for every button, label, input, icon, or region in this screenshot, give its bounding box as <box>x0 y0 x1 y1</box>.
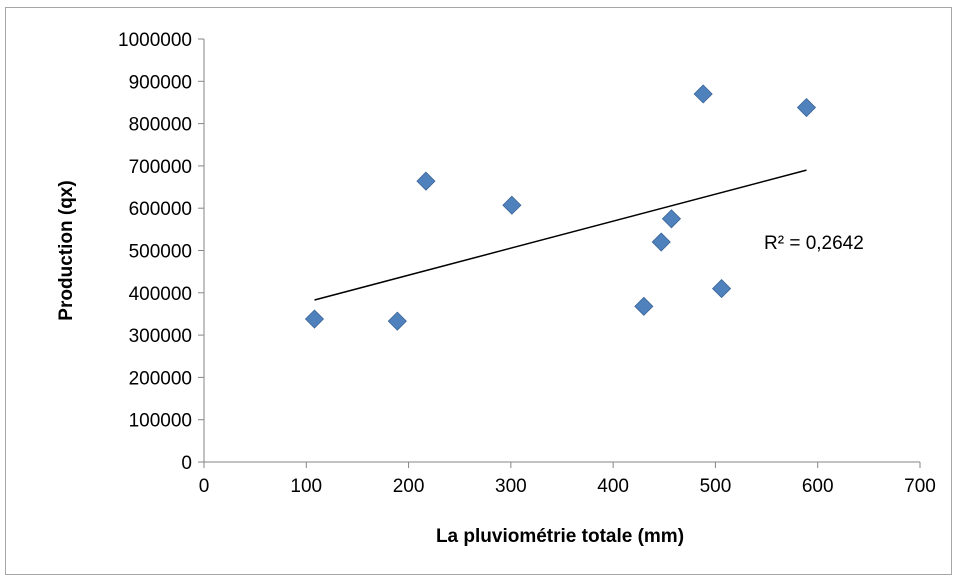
trendline <box>314 169 807 301</box>
x-axis: 0 100 200 300 400 500 600 700 <box>199 461 936 497</box>
data-point <box>693 84 713 104</box>
x-tick-label: 300 <box>495 476 527 497</box>
data-point <box>416 171 436 191</box>
r-squared-label: R² = 0,2642 <box>764 233 864 254</box>
x-tick-label: 0 <box>199 476 210 497</box>
y-axis: 0 100000 200000 300000 400000 500000 600000 700… <box>118 30 205 474</box>
y-tick-label: 700000 <box>129 157 192 178</box>
y-tick-label: 900000 <box>129 72 192 93</box>
chart-frame <box>5 7 952 575</box>
trendline-group <box>314 169 807 301</box>
y-tick-label: 600000 <box>129 199 192 220</box>
x-tick-label: 700 <box>904 476 936 497</box>
x-tick-label: 400 <box>597 476 629 497</box>
y-tick-label: 100000 <box>129 411 192 432</box>
data-point <box>304 309 325 329</box>
y-tick-label: 1000000 <box>118 30 192 51</box>
data-point <box>651 232 671 252</box>
data-point <box>712 279 732 299</box>
x-tick-label: 500 <box>700 476 732 497</box>
y-tick-label: 300000 <box>129 326 192 347</box>
data-point <box>661 209 682 229</box>
data-points <box>304 84 817 331</box>
data-point <box>634 296 654 316</box>
x-tick-label: 100 <box>290 476 322 497</box>
x-tick-label: 600 <box>802 476 834 497</box>
y-tick-label: 0 <box>181 453 192 474</box>
x-tick-label: 200 <box>393 476 425 497</box>
data-point <box>796 97 817 118</box>
y-tick-label: 400000 <box>129 284 192 305</box>
x-axis-title: La pluviométrie totale (mm) <box>436 526 684 547</box>
y-axis-title: Production (qx) <box>56 180 77 320</box>
y-tick-label: 200000 <box>129 368 192 389</box>
y-tick-label: 500000 <box>129 242 192 263</box>
data-point <box>502 195 522 215</box>
data-point <box>387 311 407 331</box>
y-tick-label: 800000 <box>129 115 192 136</box>
